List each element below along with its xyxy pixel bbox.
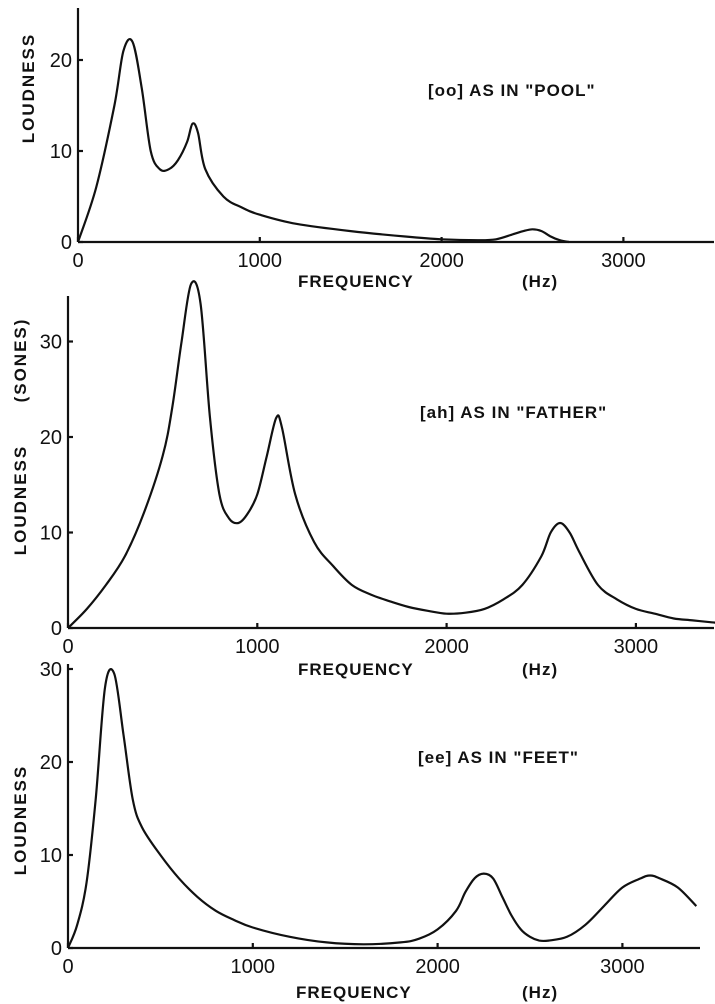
- x-tick-label: 2000: [415, 956, 460, 978]
- y-tick-label: 0: [51, 618, 62, 640]
- y-tick-label: 0: [51, 938, 62, 960]
- x-tick-label: 1000: [231, 956, 276, 978]
- y-tick-label: 20: [40, 427, 62, 449]
- x-tick-label: 2000: [424, 636, 469, 658]
- chart-panel-3: 0 1000 2000 3000 0 10 20 30 FREQUENCY (Hz) LOUDNES…: [11, 659, 700, 1002]
- x-axis-unit: (Hz): [522, 272, 558, 291]
- loudness-curve: [67, 280, 715, 629]
- y-axis-label: LOUDNESS: [19, 33, 38, 143]
- x-axis-label: FREQUENCY: [298, 660, 414, 679]
- loudness-curve: [66, 668, 698, 949]
- y-tick-label: 0: [61, 232, 72, 254]
- y-tick-label: 20: [50, 50, 72, 72]
- y-tick-label: 30: [40, 659, 62, 681]
- vowel-title: [ee] AS IN "FEET": [418, 748, 579, 767]
- y-tick-label: 10: [50, 141, 72, 163]
- y-tick-label: 20: [40, 752, 62, 774]
- x-tick-label: 3000: [600, 956, 645, 978]
- x-axis-unit: (Hz): [522, 983, 558, 1002]
- y-axis-label: LOUDNESS: [11, 765, 30, 875]
- x-tick-label: 0: [62, 636, 73, 658]
- chart-panel-2: 0 1000 2000 3000 0 10 20 30 FREQUENCY (Hz) LOUDNES…: [11, 280, 715, 679]
- x-tick-label: 1000: [235, 636, 280, 658]
- vowel-title: [ah] AS IN "FATHER": [420, 403, 607, 422]
- chart-panel-1: 0 1000 2000 3000 0 10 20 FREQUENCY (Hz) LOUDNESS […: [19, 8, 714, 291]
- y-axis-unit: (SONES): [11, 318, 30, 403]
- y-tick-label: 10: [40, 523, 62, 545]
- x-tick-label: 0: [72, 250, 83, 272]
- y-tick-label: 30: [40, 332, 62, 354]
- x-axis-label: FREQUENCY: [298, 272, 414, 291]
- x-axis-unit: (Hz): [522, 660, 558, 679]
- x-tick-label: 3000: [601, 250, 646, 272]
- y-axis-label: LOUDNESS: [11, 445, 30, 555]
- y-tick-label: 10: [40, 845, 62, 867]
- x-tick-label: 3000: [614, 636, 659, 658]
- x-axis-label: FREQUENCY: [296, 983, 412, 1002]
- x-tick-label: 2000: [419, 250, 464, 272]
- vowel-title: [oo] AS IN "POOL": [428, 81, 596, 100]
- x-tick-label: 0: [62, 956, 73, 978]
- x-tick-label: 1000: [238, 250, 283, 272]
- loudness-curve: [76, 38, 570, 244]
